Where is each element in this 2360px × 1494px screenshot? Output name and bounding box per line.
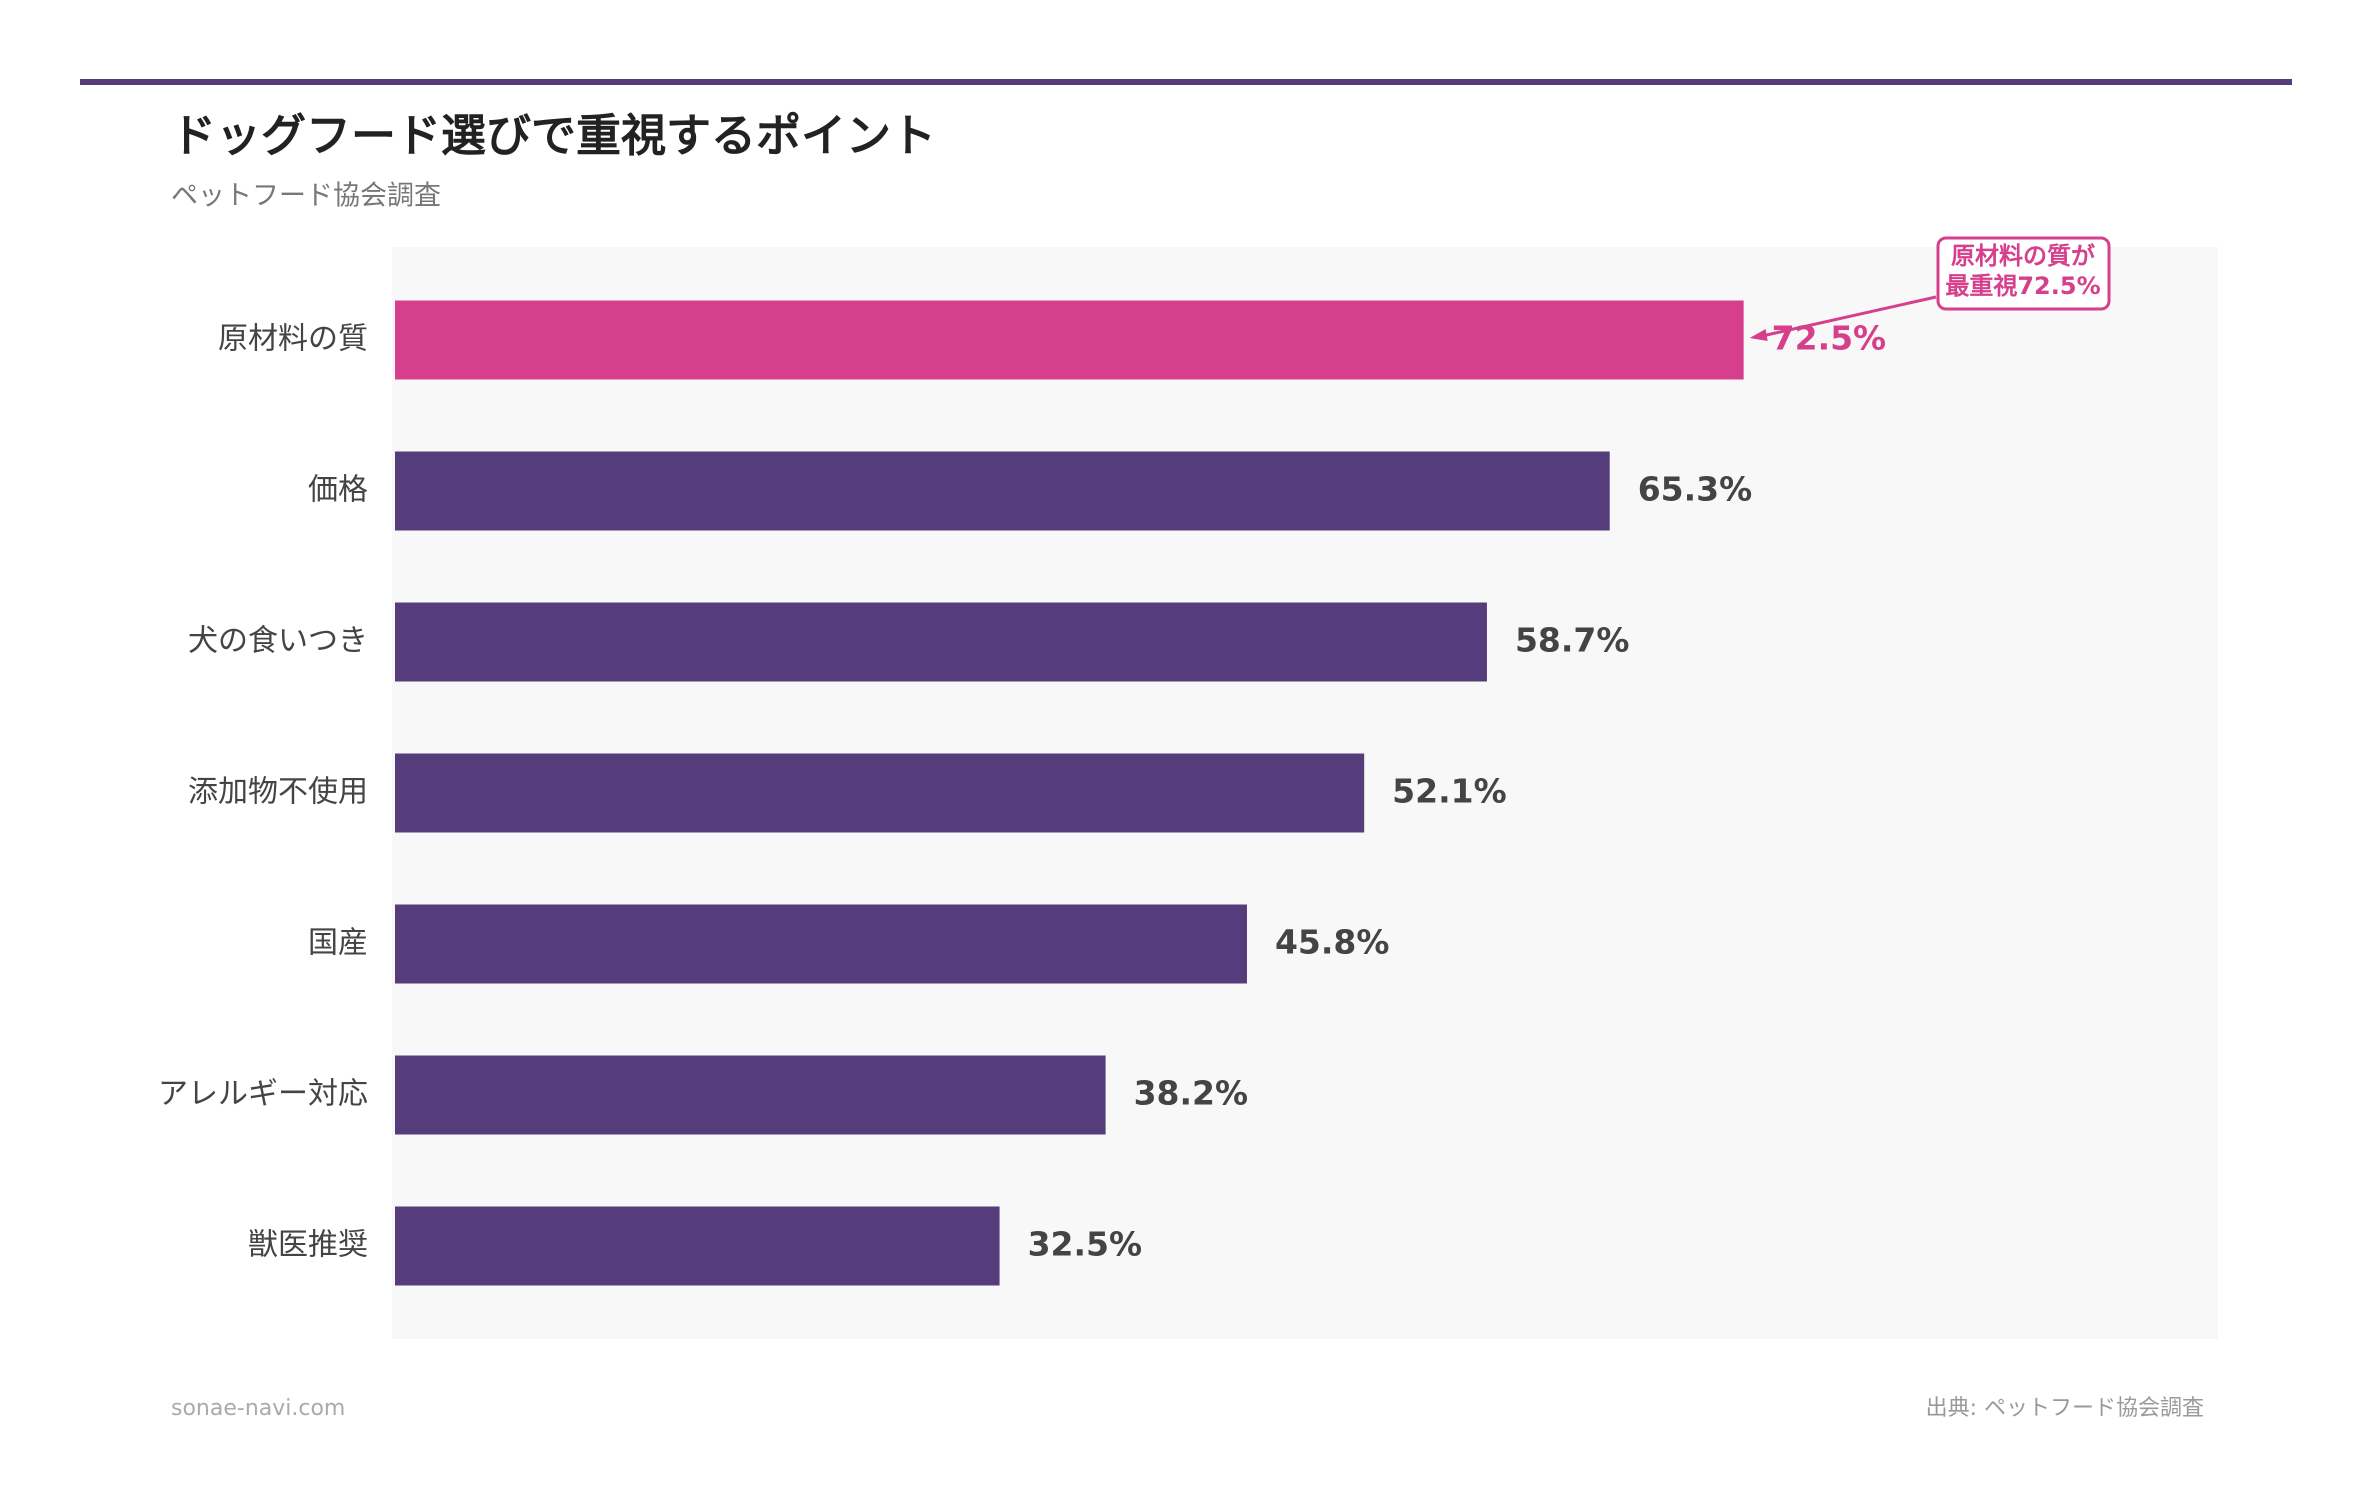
value-label: 38.2% <box>1134 1074 1249 1113</box>
value-label: 65.3% <box>1638 470 1753 509</box>
annotation-arrowhead <box>1749 329 1768 341</box>
bar <box>395 602 1487 682</box>
annotation-arrow <box>1757 295 1937 339</box>
bar <box>395 451 1610 531</box>
footer-left: sonae-navi.com <box>171 1396 345 1421</box>
chart-title: ドッグフード選びで重視するポイント <box>171 109 936 162</box>
y-tick-label: 価格 <box>308 473 368 508</box>
value-label: 58.7% <box>1515 621 1630 660</box>
bar <box>395 904 1247 984</box>
value-label: 72.5% <box>1772 319 1887 358</box>
y-tick-label: 添加物不使用 <box>188 775 368 810</box>
value-label: 45.8% <box>1275 923 1390 962</box>
bar <box>395 1206 1000 1286</box>
bar <box>395 300 1744 380</box>
value-label: 32.5% <box>1028 1225 1143 1264</box>
footer-right: 出典: ペットフード協会調査 <box>1926 1396 2204 1421</box>
top-rule <box>80 79 2292 85</box>
bar <box>395 1055 1106 1135</box>
y-tick-label: 犬の食いつき <box>188 624 368 659</box>
bar <box>395 753 1365 833</box>
y-tick-label: アレルギー対応 <box>158 1077 368 1112</box>
y-tick-label: 原材料の質 <box>218 322 368 357</box>
value-label: 52.1% <box>1392 772 1507 811</box>
annotation-text: 最重視72.5% <box>1945 272 2100 300</box>
annotation-text: 原材料の質が <box>1951 242 2095 270</box>
y-tick-label: 獣医推奨 <box>248 1228 368 1263</box>
annotation-box <box>1936 236 2111 311</box>
chart-subtitle: ペットフード協会調査 <box>171 181 441 212</box>
y-tick-label: 国産 <box>308 926 368 961</box>
